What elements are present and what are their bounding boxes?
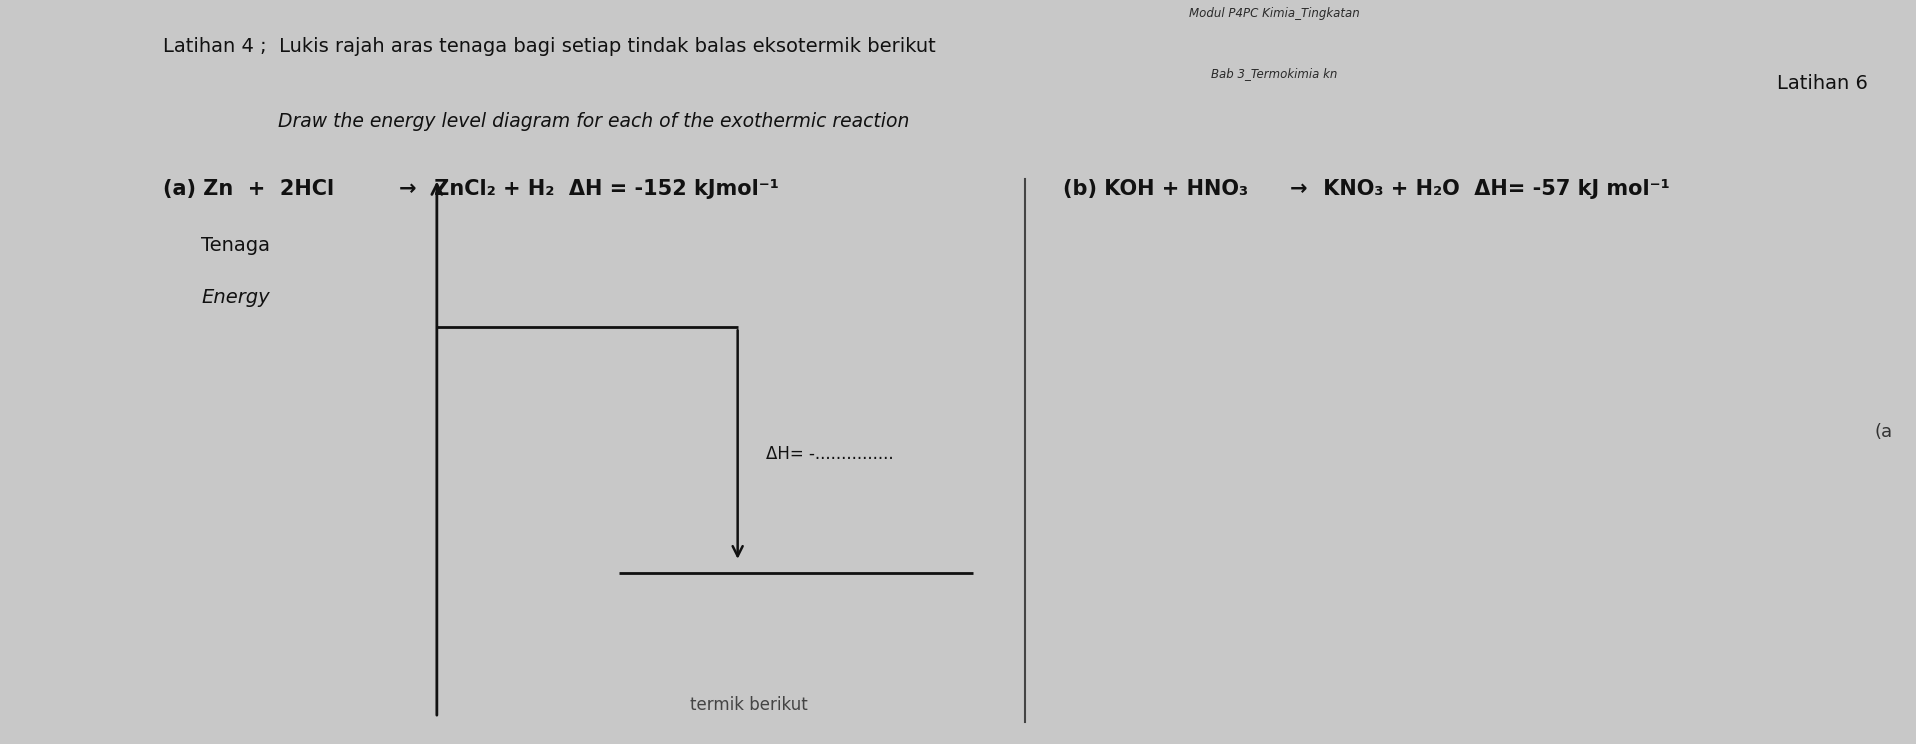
Text: Energy: Energy	[201, 288, 270, 307]
Text: →: →	[1289, 179, 1307, 199]
Text: Draw the energy level diagram for each of the exothermic reaction: Draw the energy level diagram for each o…	[278, 112, 910, 131]
Text: →: →	[399, 179, 416, 199]
Text: Latihan 4 ;  Lukis rajah aras tenaga bagi setiap tindak balas eksotermik berikut: Latihan 4 ; Lukis rajah aras tenaga bagi…	[163, 37, 935, 57]
Text: termik berikut: termik berikut	[690, 696, 807, 714]
Text: Modul P4PC Kimia_Tingkatan: Modul P4PC Kimia_Tingkatan	[1188, 7, 1360, 20]
Text: ΔH= -...............: ΔH= -...............	[766, 445, 895, 463]
Text: KNO₃ + H₂O  ΔH= -57 kJ mol⁻¹: KNO₃ + H₂O ΔH= -57 kJ mol⁻¹	[1316, 179, 1671, 199]
Text: (a) Zn  +  2HCl: (a) Zn + 2HCl	[163, 179, 341, 199]
Text: Bab 3_Termokimia kn: Bab 3_Termokimia kn	[1211, 67, 1337, 80]
Text: (b) KOH + HNO₃: (b) KOH + HNO₃	[1063, 179, 1255, 199]
Text: Latihan 6: Latihan 6	[1778, 74, 1868, 94]
Text: ZnCl₂ + H₂  ΔH = -152 kJmol⁻¹: ZnCl₂ + H₂ ΔH = -152 kJmol⁻¹	[427, 179, 780, 199]
Text: Tenaga: Tenaga	[201, 236, 270, 255]
Text: (a: (a	[1876, 423, 1893, 440]
